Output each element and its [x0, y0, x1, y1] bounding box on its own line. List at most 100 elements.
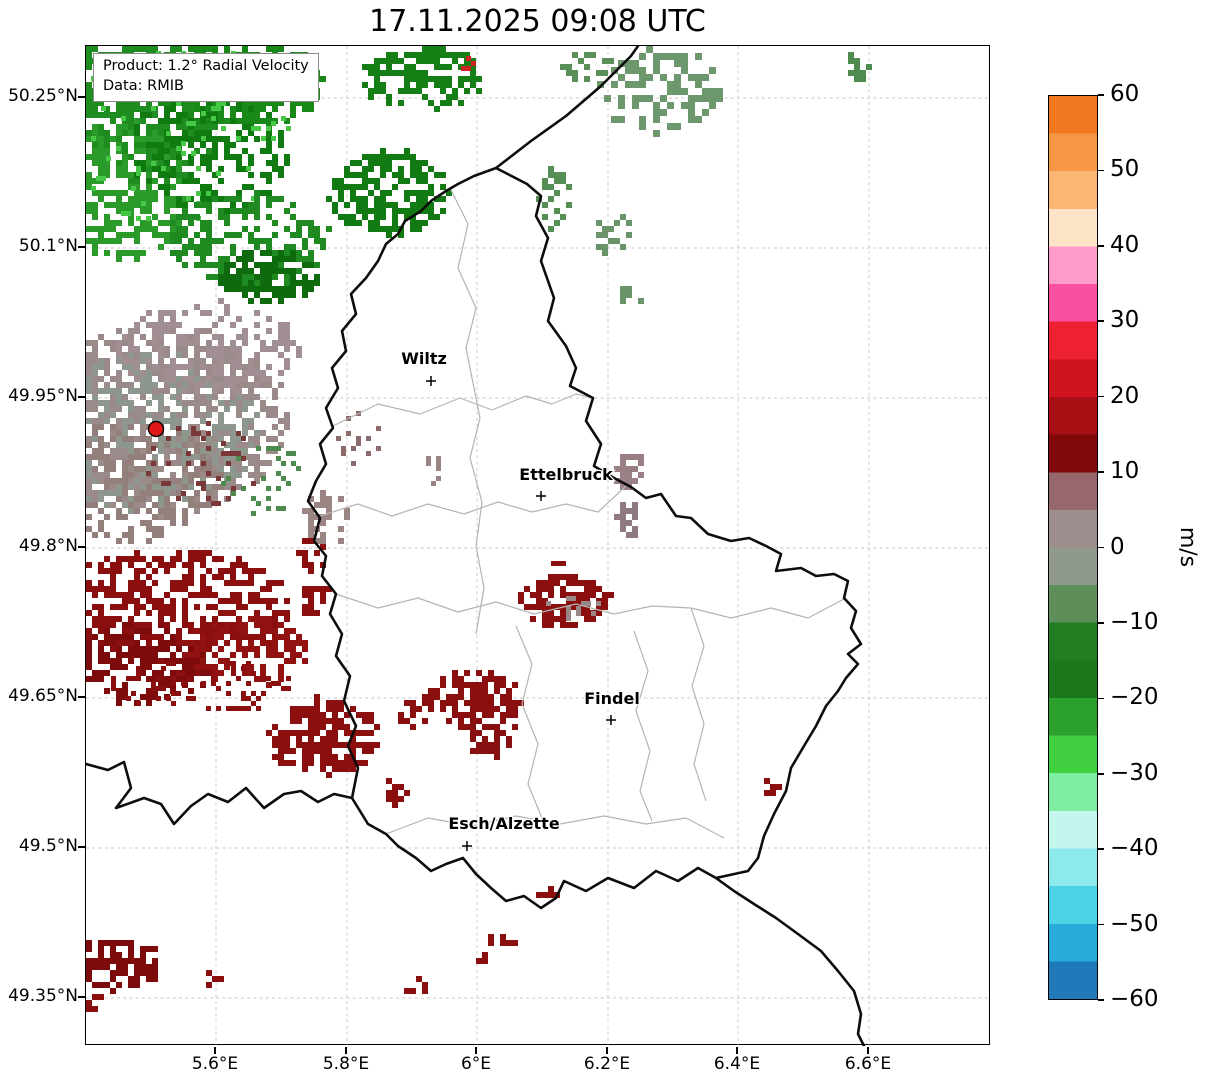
radar-echo-pixel	[128, 532, 134, 538]
radar-echo-pixel	[602, 70, 608, 76]
radar-echo-pixel	[278, 166, 284, 172]
radar-echo-pixel	[146, 508, 152, 514]
radar-echo-pixel	[188, 106, 194, 112]
radar-echo-pixel	[386, 58, 392, 64]
radar-echo-pixel	[653, 102, 660, 109]
radar-echo-pixel	[296, 652, 302, 658]
radar-echo-pixel	[386, 64, 392, 70]
radar-echo-pixel	[164, 448, 170, 454]
radar-echo-pixel	[230, 208, 236, 214]
radar-echo-pixel	[158, 604, 164, 610]
radar-echo-pixel	[134, 982, 140, 988]
radar-echo-pixel	[248, 154, 254, 160]
radar-echo-pixel	[260, 598, 266, 604]
radar-echo-pixel	[98, 232, 104, 238]
radar-echo-pixel	[206, 130, 212, 136]
radar-echo-pixel	[200, 256, 206, 262]
radar-echo-pixel	[110, 118, 116, 124]
radar-echo-pixel	[596, 601, 601, 606]
radar-echo-pixel	[494, 724, 500, 730]
radar-echo-pixel	[140, 160, 146, 166]
radar-echo-pixel	[326, 730, 332, 736]
radar-echo-pixel	[560, 616, 566, 622]
radar-echo-pixel	[92, 340, 98, 346]
radar-echo-pixel	[392, 790, 398, 796]
radar-echo-pixel	[176, 146, 181, 151]
radar-echo-pixel	[206, 592, 212, 598]
radar-echo-pixel	[236, 622, 242, 628]
radar-echo-pixel	[422, 220, 428, 226]
radar-echo-pixel	[302, 244, 308, 250]
radar-echo-pixel	[218, 388, 224, 394]
radar-echo-pixel	[356, 742, 362, 748]
radar-echo-pixel	[236, 106, 242, 112]
radar-echo-pixel	[218, 430, 224, 436]
radar-echo-pixel	[212, 358, 218, 364]
radar-echo-pixel	[86, 436, 92, 442]
radar-echo-pixel	[116, 100, 122, 106]
radar-echo-pixel	[320, 718, 326, 724]
radar-echo-pixel	[188, 178, 194, 184]
radar-echo-pixel	[272, 646, 278, 652]
radar-echo-pixel	[254, 610, 260, 616]
radar-echo-pixel	[200, 130, 206, 136]
radar-echo-pixel	[241, 456, 246, 461]
radar-echo-pixel	[236, 460, 242, 466]
radar-echo-pixel	[164, 202, 170, 208]
radar-echo-pixel	[434, 82, 440, 88]
radar-echo-pixel	[566, 574, 572, 580]
radar-echo-pixel	[158, 148, 164, 154]
radar-echo-pixel	[224, 304, 230, 310]
radar-echo-pixel	[176, 238, 182, 244]
radar-echo-pixel	[290, 652, 296, 658]
radar-echo-pixel	[170, 196, 176, 202]
radar-echo-pixel	[242, 424, 248, 430]
radar-echo-pixel	[134, 640, 140, 646]
radar-echo-pixel	[290, 280, 296, 286]
radar-echo-pixel	[140, 670, 146, 676]
radar-echo-pixel	[158, 310, 164, 316]
radar-echo-pixel	[146, 208, 152, 214]
radar-echo-pixel	[296, 634, 302, 640]
radar-echo-pixel	[110, 466, 116, 472]
radar-echo-pixel	[542, 622, 548, 628]
radar-echo-pixel	[380, 82, 386, 88]
radar-echo-pixel	[206, 406, 212, 412]
radar-echo-pixel	[152, 382, 158, 388]
radar-echo-pixel	[186, 461, 191, 466]
radar-echo-pixel	[286, 481, 291, 486]
radar-echo-pixel	[200, 184, 206, 190]
radar-echo-pixel	[266, 160, 272, 166]
radar-echo-pixel	[278, 634, 284, 640]
radar-echo-pixel	[410, 202, 416, 208]
radar-echo-pixel	[201, 481, 206, 486]
radar-echo-pixel	[272, 580, 278, 586]
radar-echo-pixel	[158, 484, 164, 490]
radar-echo-pixel	[242, 652, 248, 658]
radar-echo-pixel	[296, 706, 302, 712]
radar-echo-pixel	[272, 166, 278, 172]
radar-echo-pixel	[338, 724, 344, 730]
radar-echo-pixel	[212, 430, 218, 436]
radar-echo-pixel	[368, 220, 374, 226]
radar-echo-pixel	[128, 616, 134, 622]
radar-echo-pixel	[170, 502, 176, 508]
radar-echo-pixel	[230, 346, 236, 352]
radar-echo-pixel	[128, 382, 134, 388]
radar-echo-pixel	[380, 160, 386, 166]
radar-echo-pixel	[91, 136, 96, 141]
radar-echo-pixel	[639, 67, 646, 74]
radar-echo-pixel	[134, 574, 140, 580]
radar-echo-pixel	[146, 160, 152, 166]
radar-echo-pixel	[212, 172, 218, 178]
radar-echo-pixel	[188, 574, 194, 580]
radar-echo-pixel	[230, 622, 236, 628]
radar-echo-pixel	[392, 70, 398, 76]
radar-echo-pixel	[434, 58, 440, 64]
radar-echo-pixel	[386, 70, 392, 76]
radar-echo-pixel	[146, 310, 152, 316]
radar-echo-pixel	[134, 550, 140, 556]
radar-echo-pixel	[410, 190, 416, 196]
radar-echo-pixel	[278, 172, 284, 178]
radar-echo-pixel	[116, 568, 122, 574]
